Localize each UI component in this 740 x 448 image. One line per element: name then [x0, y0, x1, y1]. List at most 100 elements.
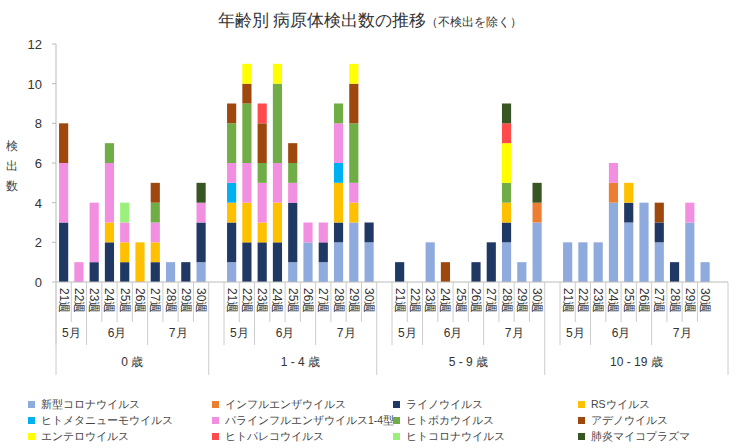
bar-segment [426, 242, 435, 243]
x-tick [498, 282, 499, 322]
bar-segment [395, 262, 404, 282]
bar-segment [578, 242, 587, 243]
bar-segment [487, 242, 496, 243]
bar-segment [471, 262, 480, 263]
x-tick-label: 27週 [484, 288, 498, 313]
bar-segment [639, 202, 648, 203]
x-tick-label: 30週 [194, 288, 208, 313]
bar-segment [471, 262, 480, 263]
bar-segment [105, 143, 114, 163]
bar-segment [349, 64, 358, 84]
x-tick [682, 282, 683, 322]
bar-segment [670, 262, 679, 263]
bar-segment [578, 242, 587, 282]
bar-segment [120, 203, 129, 223]
legend-swatch [578, 433, 585, 440]
month-sep [392, 282, 393, 345]
bar-segment [90, 202, 99, 203]
bar-segment [166, 262, 175, 263]
legend-label: アデノウイルス [591, 414, 668, 426]
x-tick [346, 282, 347, 322]
x-tick [132, 282, 133, 322]
bar-segment [655, 202, 664, 203]
bar-segment [639, 202, 648, 203]
x-tick-label: 21週 [561, 288, 575, 313]
bar-segment [685, 223, 694, 283]
x-tick-label: 27週 [652, 288, 666, 313]
bar-segment [105, 163, 114, 223]
bar-segment [395, 262, 404, 263]
bar-segment [594, 242, 603, 243]
bar-segment [502, 223, 511, 243]
bar-segment [533, 223, 542, 283]
y-tick-label: 12 [28, 37, 42, 52]
bar-segment [365, 222, 374, 223]
bar-segment [639, 202, 648, 203]
bar-segment [395, 262, 404, 263]
month-sep [254, 282, 255, 345]
x-tick-label: 27週 [148, 288, 162, 313]
month-label: 5月 [566, 326, 585, 340]
bar-segment [701, 262, 710, 282]
bar-segment [334, 103, 343, 104]
bar-segment [594, 242, 603, 243]
bar-segment [349, 203, 358, 223]
bar-segment [151, 262, 160, 282]
bar-segment [166, 262, 175, 263]
bar-segment [258, 163, 267, 183]
x-tick-label: 29週 [179, 288, 193, 313]
bar-segment [594, 242, 603, 243]
x-tick-label: 26週 [637, 288, 651, 313]
bar-segment [426, 242, 435, 243]
bar-segment [135, 242, 144, 243]
bar-segment [609, 163, 618, 164]
bar-segment [319, 222, 328, 223]
bar-segment [502, 123, 511, 143]
legend-swatch [28, 401, 35, 408]
bar-segment [319, 222, 328, 223]
bar-segment [74, 262, 83, 282]
bar-segment [670, 262, 679, 263]
bar-segment [395, 262, 404, 263]
bar-segment [594, 242, 603, 243]
bar-segment [288, 203, 297, 263]
bar-segment [227, 103, 236, 104]
bar-segment [563, 242, 572, 282]
bar-segment [517, 262, 526, 263]
legend-label: ヒトコロナウイルス [406, 430, 505, 442]
x-tick [514, 282, 515, 322]
x-tick [162, 282, 163, 322]
bar-segment [594, 242, 603, 243]
bar-segment [59, 123, 68, 163]
bar-segment [594, 242, 603, 243]
bar-segment [517, 262, 526, 263]
bar-segment [120, 223, 129, 243]
bar-segment [578, 242, 587, 243]
x-tick-label: 28週 [500, 288, 514, 313]
x-tick-label: 26週 [133, 288, 147, 313]
bar-segment [441, 262, 450, 282]
bar-segment [135, 242, 144, 243]
bar-segment [701, 262, 710, 263]
bar-segment [578, 242, 587, 243]
bar-segment [426, 242, 435, 243]
bar-segment [487, 242, 496, 243]
x-tick-label: 30週 [362, 288, 376, 313]
bar-segment [303, 222, 312, 223]
bar-segment [685, 202, 694, 203]
bar-segment [105, 143, 114, 144]
x-tick-label: 26週 [301, 288, 315, 313]
y-tick [52, 242, 56, 243]
bar-segment [639, 202, 648, 203]
bar-segment [502, 242, 511, 282]
bar-segment [303, 222, 312, 223]
bar-segment [365, 222, 374, 223]
x-tick [407, 282, 408, 322]
bar-segment [227, 203, 236, 223]
bar-segment [624, 223, 633, 283]
legend-swatch [393, 417, 400, 424]
bar-segment [334, 242, 343, 282]
bar-segment [670, 262, 679, 282]
bar-segment [59, 123, 68, 124]
y-label: 検出数 [6, 139, 18, 193]
